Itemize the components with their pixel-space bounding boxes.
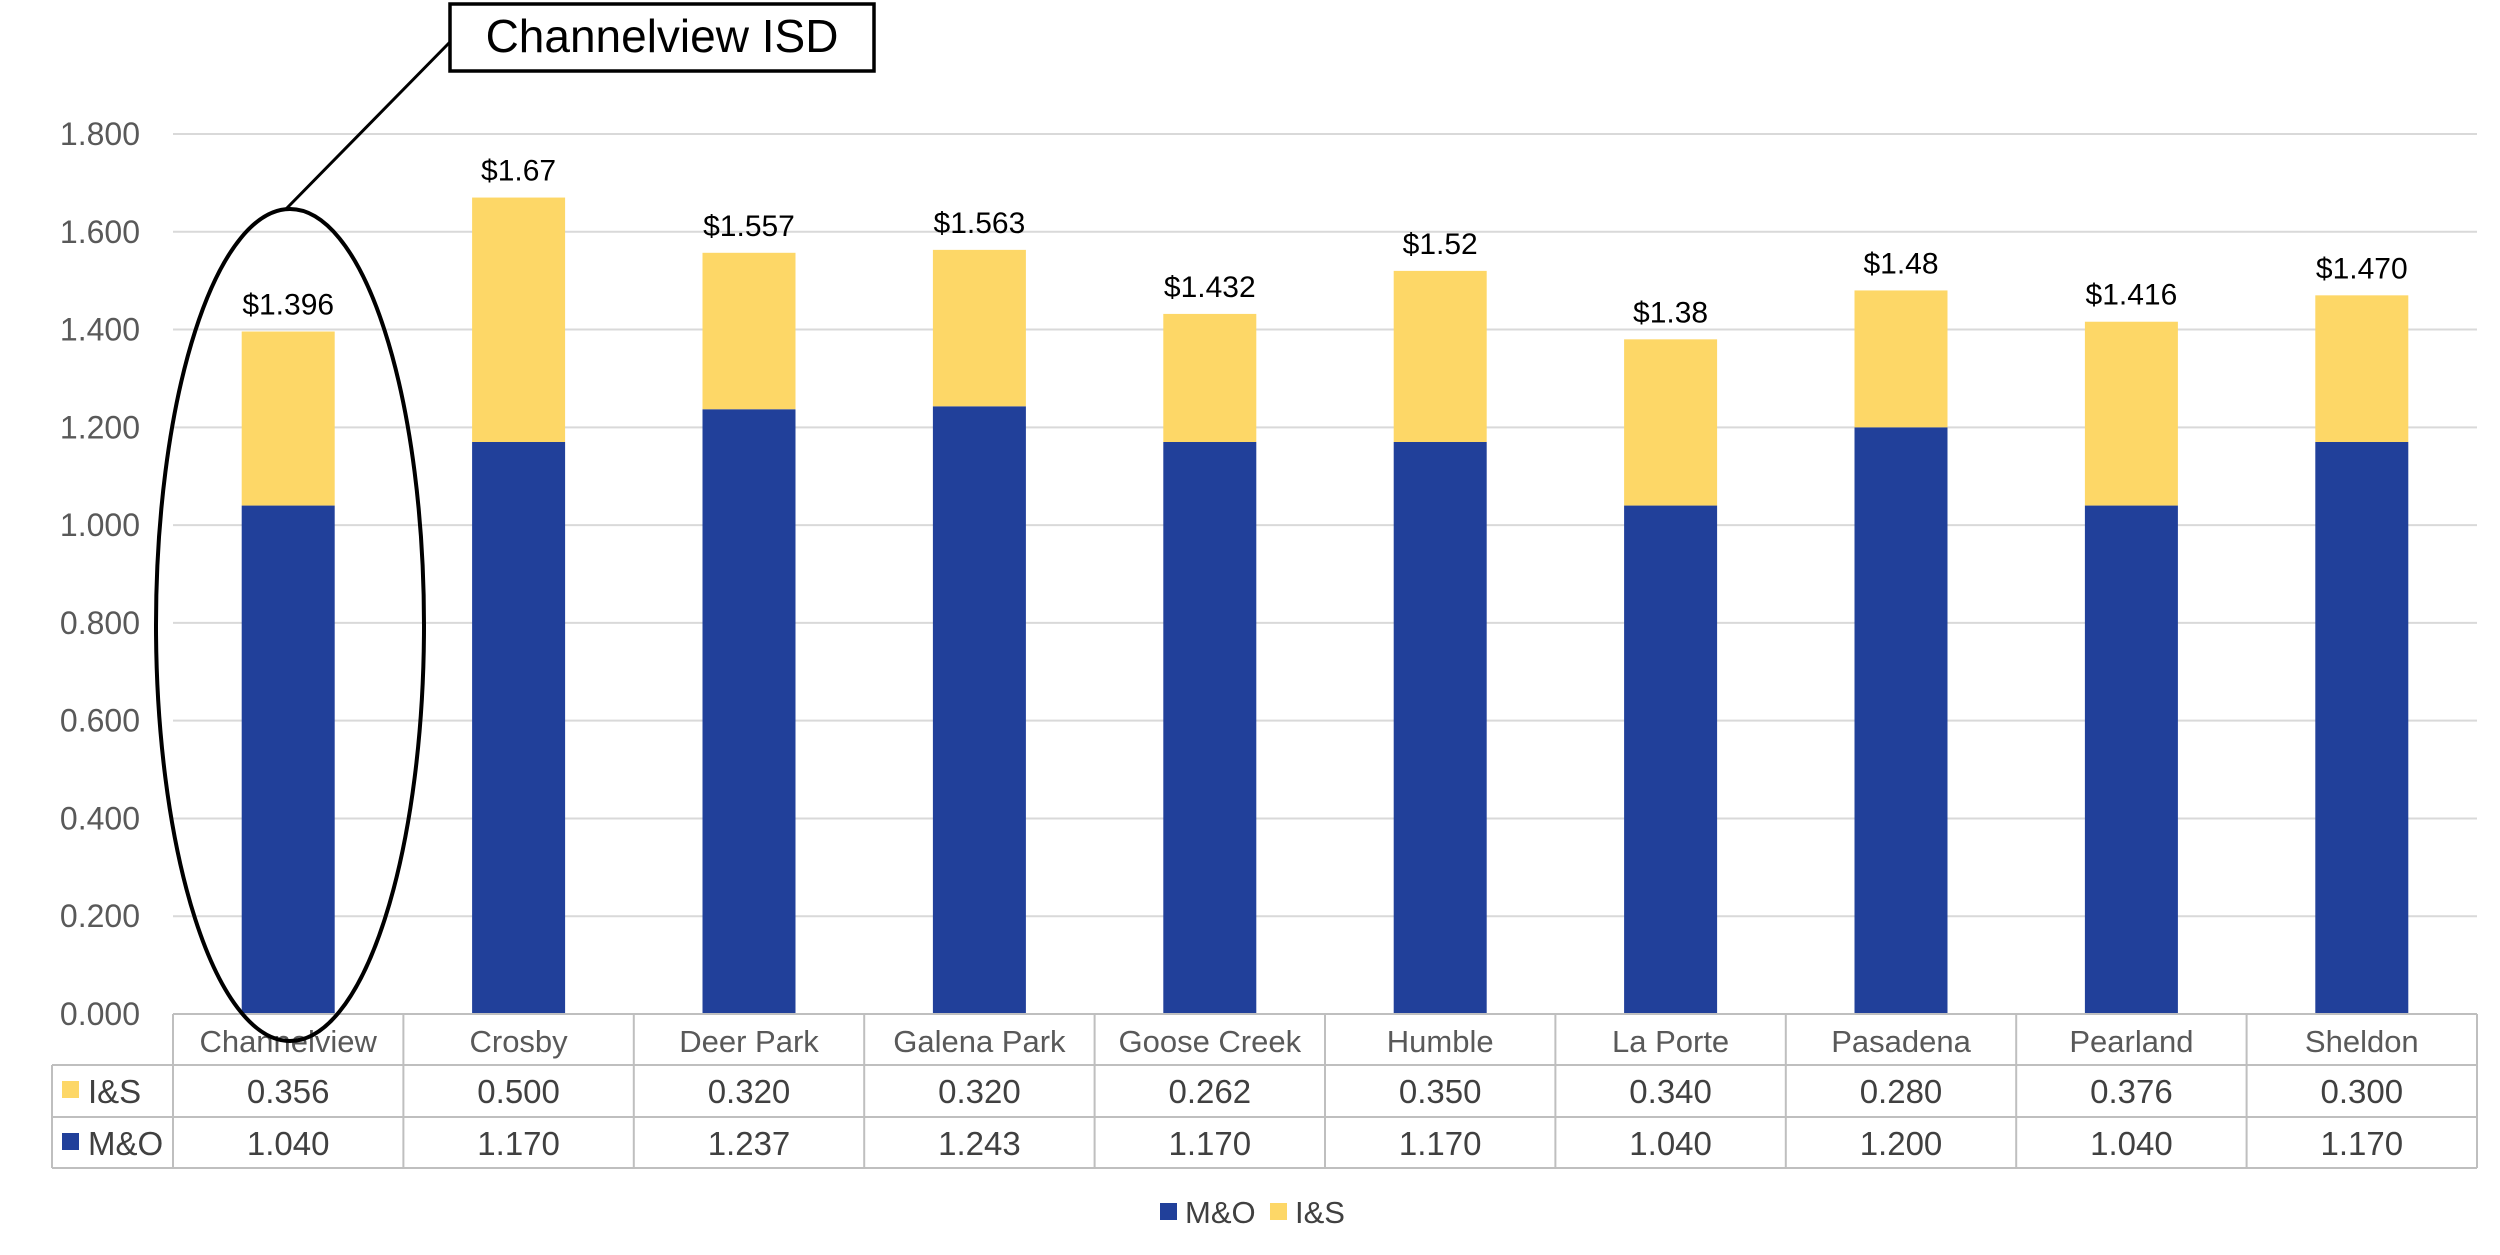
data-table: Channelview Crosby Deer Park Galena Park Goo…: [51, 1013, 2478, 1169]
y-tick-label: 1.800: [60, 116, 140, 152]
bar-mo: [472, 442, 566, 1014]
category-label: Pasadena: [1831, 1024, 1971, 1059]
table-cell: 1.170: [2321, 1125, 2404, 1162]
category-label: Pearland: [2069, 1024, 2193, 1059]
category-label: Crosby: [469, 1024, 568, 1059]
bar-is: [1163, 313, 1257, 442]
bar-mo: [702, 409, 796, 1014]
bar-is: [702, 252, 796, 410]
table-row-swatch: [62, 1081, 79, 1098]
y-axis-ticks: 0.000 0.200 0.400 0.600 0.800 1.000 1.200 1.400…: [60, 116, 140, 1032]
total-label: $1.563: [934, 207, 1026, 240]
table-cell: 0.262: [1169, 1073, 1252, 1110]
highlight-ellipse: [154, 207, 426, 1043]
bar-is: [2315, 295, 2409, 442]
legend-swatch: [1270, 1203, 1287, 1220]
bars: [241, 197, 2409, 1014]
total-label: $1.416: [2086, 279, 2178, 312]
table-cell: 1.200: [1860, 1125, 1943, 1162]
table-cell: 0.340: [1629, 1073, 1712, 1110]
category-label: Deer Park: [679, 1024, 819, 1059]
bar-is: [1393, 270, 1487, 442]
total-label: $1.432: [1164, 271, 1256, 304]
total-label: $1.470: [2316, 252, 2408, 285]
bar-is: [472, 197, 566, 442]
table-cell: 1.170: [1169, 1125, 1252, 1162]
y-tick-label: 0.200: [60, 898, 140, 934]
callout-box: [448, 2, 876, 73]
table-row-label: I&S: [88, 1073, 141, 1110]
y-tick-label: 0.400: [60, 800, 140, 836]
total-label: $1.52: [1403, 228, 1478, 261]
total-label: $1.557: [703, 210, 795, 243]
category-label: La Porte: [1612, 1024, 1729, 1059]
table-cell: 0.376: [2090, 1073, 2173, 1110]
table-cell: 0.356: [247, 1073, 330, 1110]
legend-label: M&O: [1185, 1195, 1256, 1230]
y-tick-label: 0.800: [60, 605, 140, 641]
table-cell: 0.350: [1399, 1073, 1482, 1110]
table-cell: 1.040: [1629, 1125, 1712, 1162]
bar-mo: [1393, 442, 1487, 1014]
category-label: Galena Park: [893, 1024, 1066, 1059]
table-cell: 0.320: [938, 1073, 1021, 1110]
table-cell: 0.300: [2321, 1073, 2404, 1110]
table-cell: 0.280: [1860, 1073, 1943, 1110]
table-cell: 1.040: [2090, 1125, 2173, 1162]
table-row-swatch: [62, 1133, 79, 1150]
table-cell: 1.237: [708, 1125, 791, 1162]
total-label: $1.48: [1863, 247, 1938, 280]
total-label: $1.67: [481, 155, 556, 188]
bar-is: [932, 249, 1026, 407]
y-tick-label: 1.200: [60, 409, 140, 445]
y-tick-label: 1.600: [60, 214, 140, 250]
table-cell: 0.320: [708, 1073, 791, 1110]
category-label: Sheldon: [2305, 1024, 2419, 1059]
table-cell: 1.170: [477, 1125, 560, 1162]
callout-leader-line: [284, 40, 452, 211]
callout-label: Channelview ISD: [486, 10, 839, 62]
y-tick-label: 0.000: [60, 996, 140, 1032]
y-tick-label: 0.600: [60, 703, 140, 739]
bar-mo: [932, 406, 1026, 1014]
bar-mo: [241, 505, 335, 1014]
bar-mo: [1163, 442, 1257, 1014]
bar-is: [1624, 339, 1718, 506]
legend: M&O I&S: [1160, 1195, 1345, 1230]
channelview-callout: Channelview ISD: [154, 2, 876, 1043]
category-label: Humble: [1387, 1024, 1494, 1059]
legend-label: I&S: [1295, 1195, 1345, 1230]
y-tick-label: 1.400: [60, 312, 140, 348]
total-labels: $1.396 $1.67 $1.557 $1.563 $1.432 $1.52 $1.38 $…: [242, 155, 2407, 330]
bar-mo: [2315, 442, 2409, 1014]
bar-mo: [1624, 505, 1718, 1014]
total-label: $1.38: [1633, 296, 1708, 329]
category-label: Goose Creek: [1118, 1024, 1301, 1059]
table-cell: 1.170: [1399, 1125, 1482, 1162]
bar-mo: [1854, 427, 1948, 1014]
legend-swatch: [1160, 1203, 1177, 1220]
bar-is: [241, 331, 335, 506]
bar-mo: [2084, 505, 2178, 1014]
table-row-label: M&O: [88, 1125, 163, 1162]
bar-is: [1854, 290, 1948, 428]
table-cell: 1.040: [247, 1125, 330, 1162]
table-cell: 1.243: [938, 1125, 1021, 1162]
table-cell: 0.500: [477, 1073, 560, 1110]
y-tick-label: 1.000: [60, 507, 140, 543]
bar-is: [2084, 321, 2178, 506]
total-label: $1.396: [242, 289, 334, 322]
